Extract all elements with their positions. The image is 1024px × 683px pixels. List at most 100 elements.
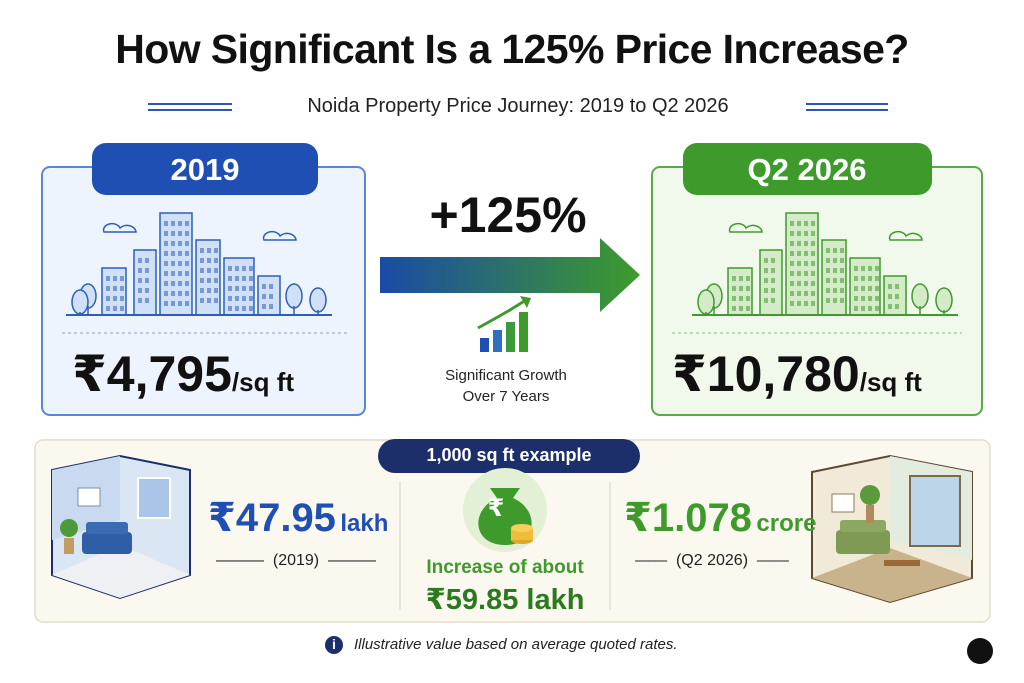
shape	[106, 306, 110, 311]
example-before: ₹47.95 lakh	[208, 495, 388, 541]
shape	[804, 271, 808, 276]
shape	[797, 261, 801, 266]
shape	[185, 281, 189, 286]
shape	[875, 306, 879, 311]
shape	[185, 231, 189, 236]
shape	[746, 296, 750, 301]
period: ——— (2019) ———	[215, 552, 377, 569]
shape	[840, 288, 844, 293]
shape	[764, 278, 768, 283]
shape	[861, 266, 865, 271]
shape	[804, 241, 808, 246]
shape	[138, 268, 142, 273]
shape	[178, 301, 182, 306]
shape	[895, 284, 899, 289]
shape	[833, 258, 837, 263]
shape	[269, 304, 273, 309]
shape	[797, 281, 801, 286]
shape	[185, 221, 189, 226]
shape	[171, 231, 175, 236]
shape	[171, 281, 175, 286]
shape	[262, 294, 266, 299]
shape	[868, 286, 872, 291]
shape	[836, 530, 890, 554]
shape	[804, 221, 808, 226]
shape	[178, 221, 182, 226]
change-value: +125%	[429, 187, 587, 243]
shape	[826, 248, 830, 253]
shape	[520, 296, 531, 308]
room-after	[811, 454, 973, 604]
shape	[804, 261, 808, 266]
shape	[138, 288, 142, 293]
amount: ₹1.078	[624, 496, 752, 540]
shape	[790, 291, 794, 296]
after-unit: /sq ft	[859, 367, 922, 397]
after-price: ₹10,780	[672, 346, 860, 402]
shape	[200, 248, 204, 253]
shape	[185, 301, 189, 306]
shape	[797, 231, 801, 236]
subtitle-rules	[148, 103, 888, 111]
shape	[909, 475, 961, 547]
shape	[888, 284, 892, 289]
shape	[145, 288, 149, 293]
shape	[790, 241, 794, 246]
shape	[811, 261, 815, 266]
shape	[200, 258, 204, 263]
shape	[249, 266, 253, 271]
shape	[249, 296, 253, 301]
shape	[106, 276, 110, 281]
shape	[138, 298, 142, 303]
shape	[884, 560, 920, 566]
shape	[178, 241, 182, 246]
shape	[145, 258, 149, 263]
shape	[207, 298, 211, 303]
shape	[804, 251, 808, 256]
shape	[145, 268, 149, 273]
shape	[790, 251, 794, 256]
shape	[811, 241, 815, 246]
shape	[178, 281, 182, 286]
shape	[228, 306, 232, 311]
shape	[895, 294, 899, 299]
shape	[171, 291, 175, 296]
shape	[120, 296, 124, 301]
shape	[840, 520, 886, 532]
before-pill	[92, 143, 318, 195]
shape	[64, 538, 74, 554]
shape	[861, 276, 865, 281]
shape	[235, 286, 239, 291]
shape	[145, 298, 149, 303]
shape	[249, 276, 253, 281]
change-note: Significant Growth Over 7 Years	[445, 365, 567, 407]
info-icon-bg	[325, 636, 343, 654]
shape	[164, 251, 168, 256]
shape	[804, 301, 808, 306]
shape	[164, 221, 168, 226]
period-text: (2019)	[272, 552, 320, 569]
shape	[771, 258, 775, 263]
shape	[746, 276, 750, 281]
shape	[249, 286, 253, 291]
note-line: Significant Growth	[445, 367, 567, 384]
shape	[854, 286, 858, 291]
shape	[164, 301, 168, 306]
shape	[493, 330, 502, 352]
shape	[840, 258, 844, 263]
shape	[826, 288, 830, 293]
shape	[214, 298, 218, 303]
shape	[764, 258, 768, 263]
shape	[171, 301, 175, 306]
shape	[861, 296, 865, 301]
example-badge	[378, 439, 640, 473]
shape	[833, 248, 837, 253]
shape	[235, 266, 239, 271]
shape	[764, 268, 768, 273]
shape	[178, 231, 182, 236]
shape	[145, 278, 149, 283]
shape	[185, 261, 189, 266]
shape	[120, 286, 124, 291]
shape	[178, 251, 182, 256]
